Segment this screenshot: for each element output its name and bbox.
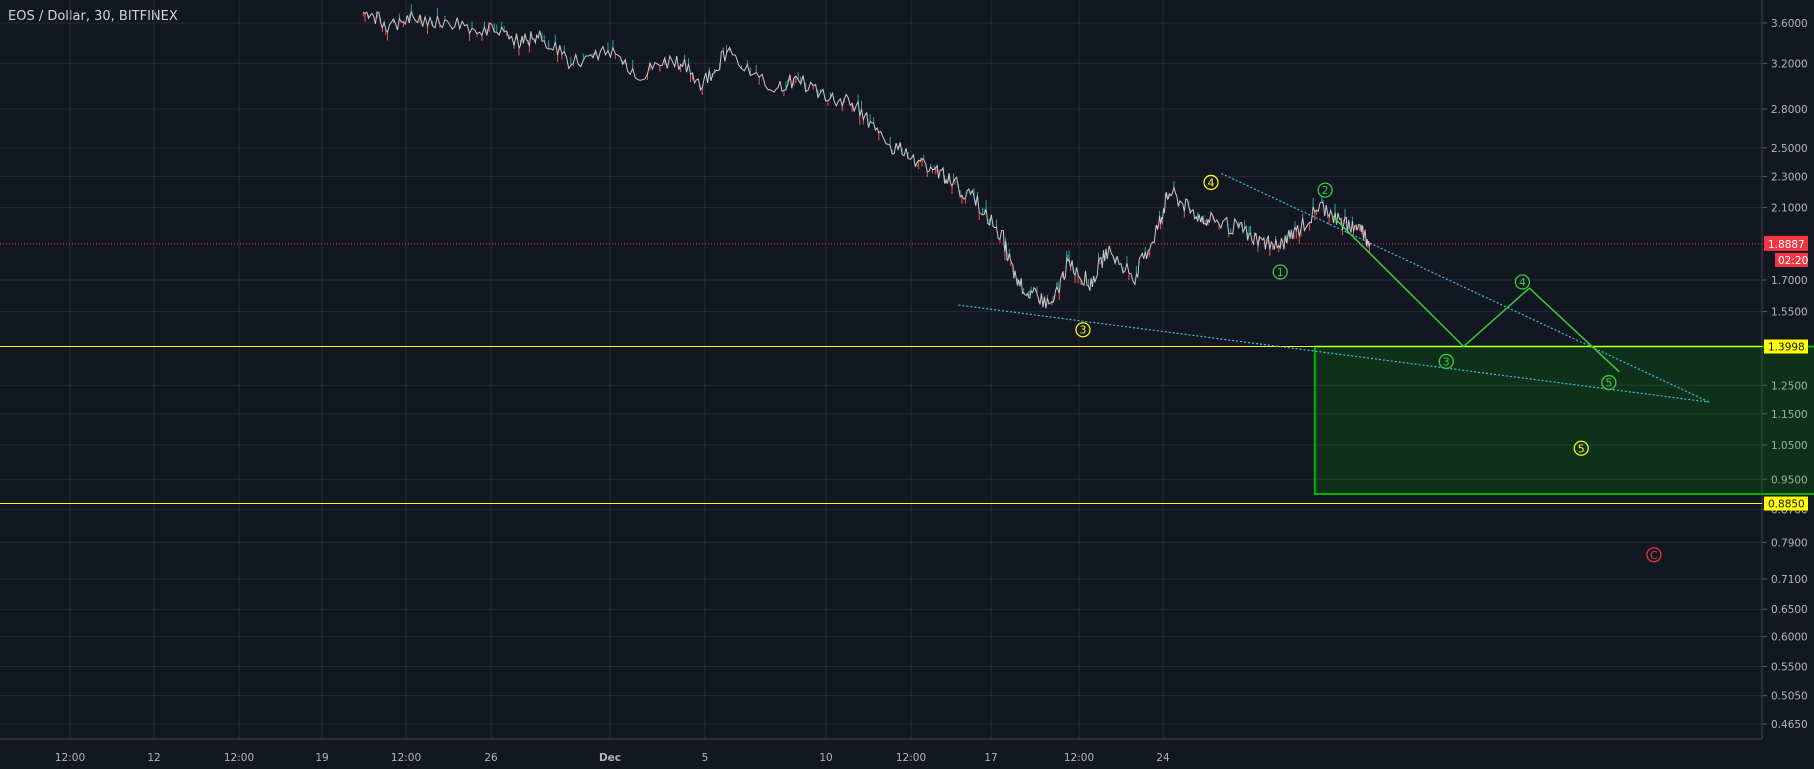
support-price-tag	[1764, 496, 1808, 511]
y-tick-label: 3.2000	[1771, 58, 1808, 70]
wave-label-circle[interactable]	[1317, 182, 1333, 198]
current-price-tag	[1764, 235, 1808, 251]
wave-projection-path[interactable]	[1331, 215, 1620, 373]
wave-label: 3	[1079, 324, 1086, 337]
support-price-label: 0.8850	[1768, 499, 1805, 511]
y-tick-label: 0.4650	[1771, 719, 1808, 731]
y-tick-label: 0.6000	[1771, 632, 1808, 644]
wave-label: 2	[1322, 184, 1329, 197]
countdown-label: 02:20	[1778, 255, 1808, 267]
trend-line[interactable]	[1221, 172, 1710, 403]
wave-label: 3	[1443, 355, 1450, 368]
y-tick-label: 2.1000	[1771, 203, 1808, 215]
x-tick-label: 12:00	[896, 752, 926, 764]
x-tick-label: 12:00	[1064, 752, 1094, 764]
wave-label-circle[interactable]	[1203, 174, 1219, 191]
price-series[interactable]	[362, 11, 1371, 309]
x-tick-label: 24	[1156, 752, 1170, 764]
wave-label-circle[interactable]	[1646, 547, 1662, 563]
wave-label: 5	[1578, 442, 1585, 455]
current-price-label: 1.8887	[1768, 239, 1805, 251]
wave-label: 4	[1208, 176, 1215, 189]
x-tick-label: Dec	[599, 752, 621, 764]
y-tick-label: 2.5000	[1771, 143, 1808, 155]
y-tick-label: 1.5500	[1771, 307, 1808, 319]
wave-label-circle[interactable]	[1272, 264, 1288, 280]
y-tick-label: 1.1500	[1771, 409, 1808, 421]
wave-label: 5	[1605, 377, 1612, 390]
x-tick-label: 10	[819, 752, 832, 764]
x-tick-label: 19	[315, 752, 328, 764]
y-tick-label: 0.5500	[1771, 661, 1808, 673]
wave-label-circle[interactable]	[1573, 440, 1589, 456]
countdown-tag	[1775, 252, 1808, 267]
y-tick-label: 0.6500	[1771, 604, 1808, 616]
wave-label: C	[1650, 549, 1658, 562]
wave-label: 4	[1519, 276, 1526, 289]
y-tick-label: 0.7900	[1771, 537, 1808, 549]
y-tick-label: 0.5050	[1771, 691, 1808, 703]
y-tick-label: 2.3000	[1771, 171, 1808, 183]
y-tick-label: 1.7000	[1771, 275, 1808, 287]
y-tick-label: 3.6000	[1771, 18, 1808, 30]
wave-label-circle[interactable]	[1075, 322, 1091, 338]
x-tick-label: 5	[702, 752, 709, 764]
support-price-label: 1.3998	[1768, 342, 1805, 354]
wave-label-circle[interactable]	[1601, 374, 1617, 391]
support-price-tag	[1764, 339, 1808, 354]
y-tick-label: 0.7100	[1771, 574, 1808, 586]
y-tick-label: 2.8000	[1771, 104, 1808, 116]
x-tick-label: 17	[984, 752, 997, 764]
wave-label: 1	[1277, 266, 1284, 279]
x-tick-label: 12:00	[224, 752, 254, 764]
wave-label-circle[interactable]	[1438, 353, 1454, 370]
x-tick-label: 12:00	[55, 752, 85, 764]
x-tick-label: 12:00	[391, 752, 421, 764]
x-tick-label: 12	[147, 752, 160, 764]
chart-title: EOS / Dollar, 30, BITFINEX	[8, 9, 178, 24]
y-tick-label: 0.9500	[1771, 474, 1808, 486]
target-zone-box[interactable]	[1313, 345, 1814, 495]
wave-label-circle[interactable]	[1514, 274, 1531, 290]
x-tick-label: 26	[484, 752, 498, 764]
y-tick-label: 1.2500	[1771, 380, 1808, 392]
